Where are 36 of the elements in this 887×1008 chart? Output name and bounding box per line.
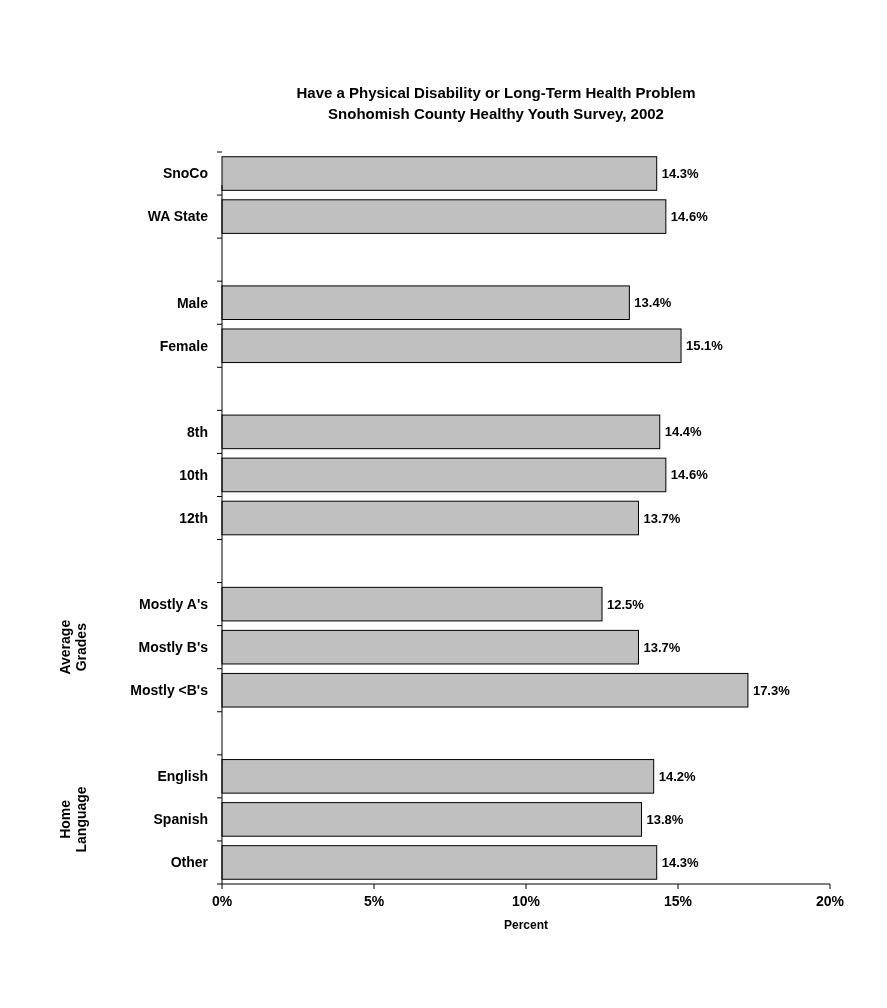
y-tick-label: 10th xyxy=(179,466,208,483)
y-tick-label: English xyxy=(157,768,208,785)
data-label: 12.5% xyxy=(607,596,645,612)
text: Home Language xyxy=(57,786,89,853)
data-label: 14.2% xyxy=(658,768,696,784)
chart-title: Have a Physical Disability or Long-Term Health Problem xyxy=(296,84,696,101)
chart-subtitle: Snohomish County Healthy Youth Survey, 2002 xyxy=(328,105,664,122)
y-tick-label: 12th xyxy=(179,509,208,526)
data-label: 14.3% xyxy=(661,166,700,182)
y-tick-label: Mostly <B's xyxy=(130,682,209,699)
y-tick-label: Other xyxy=(170,854,209,871)
y-tick-label: 8th xyxy=(187,423,208,440)
data-label: 14.6% xyxy=(670,209,709,225)
y-tick-label: Spanish xyxy=(153,811,208,828)
data-label: 13.7% xyxy=(643,510,681,526)
data-label: 14.6% xyxy=(670,467,709,483)
data-label: 13.8% xyxy=(646,811,684,827)
data-label: 15.1% xyxy=(686,338,724,354)
data-label: 13.7% xyxy=(643,639,681,655)
text: Average Grades xyxy=(57,619,89,675)
x-tick-label: 10% xyxy=(511,893,541,909)
x-tick-label: 0% xyxy=(211,893,233,909)
y-tick-label: SnoCo xyxy=(162,165,208,182)
data-label: 13.4% xyxy=(634,295,672,311)
y-tick-label: Mostly A's xyxy=(139,596,209,613)
x-tick-label: 20% xyxy=(815,893,845,909)
x-tick-label: 5% xyxy=(363,893,385,909)
y-tick-label: Mostly B's xyxy=(138,639,209,656)
y-tick-label: Male xyxy=(176,294,209,311)
x-axis-title: Percent xyxy=(503,918,549,932)
x-tick-label: 15% xyxy=(663,893,693,909)
y-tick-label: WA State xyxy=(147,208,209,225)
y-tick-label: Female xyxy=(159,337,209,354)
data-label: 17.3% xyxy=(752,682,791,698)
data-label: 14.4% xyxy=(664,424,703,440)
data-label: 14.3% xyxy=(661,855,700,871)
